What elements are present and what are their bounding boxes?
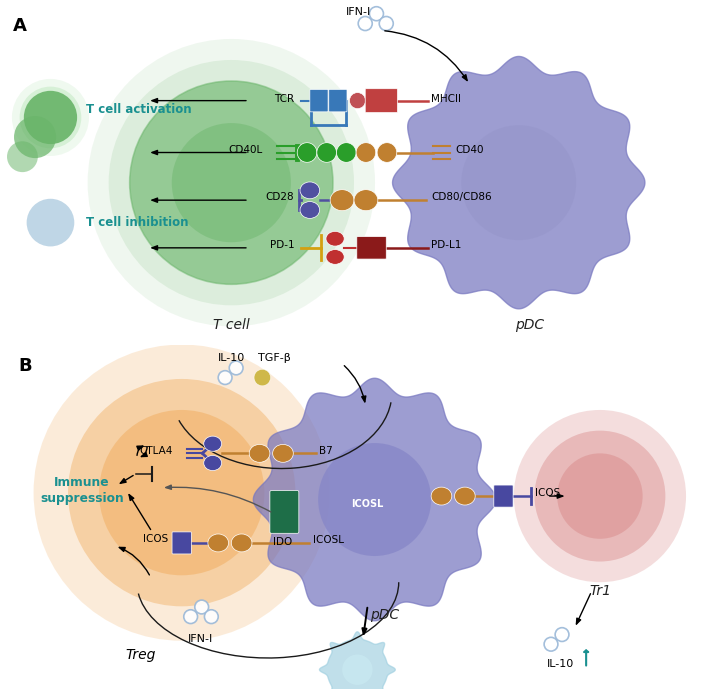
Circle shape — [557, 453, 643, 539]
Circle shape — [218, 371, 232, 384]
Text: A: A — [13, 17, 27, 34]
Ellipse shape — [208, 534, 229, 552]
Text: IFN-I: IFN-I — [346, 8, 372, 17]
Ellipse shape — [250, 444, 270, 462]
Circle shape — [130, 81, 333, 285]
Text: Treg: Treg — [125, 648, 156, 661]
Ellipse shape — [231, 534, 252, 552]
Text: ICOS: ICOS — [143, 535, 168, 544]
Text: B7: B7 — [320, 446, 333, 455]
Text: pDC: pDC — [515, 318, 544, 332]
Text: B: B — [18, 357, 32, 375]
Text: IL-10: IL-10 — [219, 353, 245, 363]
Text: ICOSL: ICOSL — [313, 535, 343, 545]
Ellipse shape — [300, 202, 320, 218]
Circle shape — [379, 17, 393, 30]
Text: Immune
suppression: Immune suppression — [40, 476, 123, 505]
Circle shape — [7, 141, 38, 172]
Circle shape — [34, 344, 330, 641]
Text: pDC: pDC — [370, 608, 400, 621]
Text: CD28: CD28 — [266, 192, 294, 203]
FancyBboxPatch shape — [365, 89, 397, 112]
Circle shape — [544, 637, 558, 651]
FancyBboxPatch shape — [357, 236, 386, 259]
Ellipse shape — [326, 249, 344, 265]
Circle shape — [534, 431, 665, 562]
Circle shape — [99, 410, 264, 575]
Circle shape — [514, 410, 686, 582]
Text: Tr1: Tr1 — [589, 584, 611, 598]
Text: IFN-I: IFN-I — [188, 635, 213, 644]
Ellipse shape — [300, 182, 320, 198]
Ellipse shape — [336, 143, 356, 163]
Text: TGF-β: TGF-β — [259, 353, 291, 363]
Ellipse shape — [204, 455, 222, 471]
Circle shape — [555, 628, 569, 641]
Ellipse shape — [354, 189, 378, 211]
Ellipse shape — [431, 487, 451, 505]
FancyBboxPatch shape — [270, 491, 299, 533]
Circle shape — [318, 443, 431, 556]
Circle shape — [369, 7, 383, 21]
Circle shape — [172, 123, 291, 243]
Ellipse shape — [326, 232, 344, 246]
Ellipse shape — [273, 444, 293, 462]
Ellipse shape — [204, 436, 222, 451]
Text: ICOSL: ICOSL — [351, 500, 384, 509]
Circle shape — [14, 116, 56, 158]
Text: CTLA4: CTLA4 — [139, 446, 172, 455]
Circle shape — [184, 610, 198, 624]
Circle shape — [358, 17, 372, 30]
Text: IDO: IDO — [273, 537, 292, 548]
Text: MHCII: MHCII — [431, 94, 461, 103]
Ellipse shape — [330, 189, 354, 211]
Circle shape — [20, 87, 81, 148]
Text: TCR: TCR — [274, 94, 294, 103]
Text: CD40L: CD40L — [229, 145, 263, 155]
Text: PD-1: PD-1 — [270, 240, 294, 250]
Circle shape — [205, 610, 218, 624]
Polygon shape — [253, 378, 496, 621]
Ellipse shape — [377, 143, 397, 163]
Circle shape — [109, 60, 354, 305]
Polygon shape — [393, 56, 645, 309]
Ellipse shape — [356, 143, 376, 163]
Ellipse shape — [297, 143, 317, 163]
Circle shape — [88, 39, 375, 327]
FancyBboxPatch shape — [329, 90, 347, 112]
Circle shape — [130, 81, 333, 285]
Circle shape — [254, 369, 271, 386]
Polygon shape — [320, 632, 395, 689]
Ellipse shape — [454, 487, 475, 505]
Text: T cell: T cell — [213, 318, 250, 332]
Text: CD40: CD40 — [456, 145, 484, 155]
Circle shape — [229, 361, 243, 375]
FancyBboxPatch shape — [172, 532, 191, 554]
Circle shape — [68, 379, 295, 606]
Text: T cell activation: T cell activation — [86, 103, 191, 116]
Circle shape — [349, 92, 366, 109]
Ellipse shape — [317, 143, 336, 163]
Circle shape — [12, 79, 89, 156]
Circle shape — [27, 198, 74, 247]
Text: T cell inhibition: T cell inhibition — [86, 216, 188, 229]
Text: CD80/CD86: CD80/CD86 — [431, 192, 491, 203]
Text: ICOS: ICOS — [535, 489, 560, 498]
Circle shape — [461, 125, 576, 240]
Circle shape — [195, 600, 209, 614]
Text: IL-10: IL-10 — [547, 659, 574, 669]
FancyBboxPatch shape — [494, 485, 513, 507]
Circle shape — [342, 655, 372, 685]
FancyBboxPatch shape — [310, 90, 328, 112]
Circle shape — [24, 91, 77, 144]
Text: PD-L1: PD-L1 — [431, 240, 461, 250]
